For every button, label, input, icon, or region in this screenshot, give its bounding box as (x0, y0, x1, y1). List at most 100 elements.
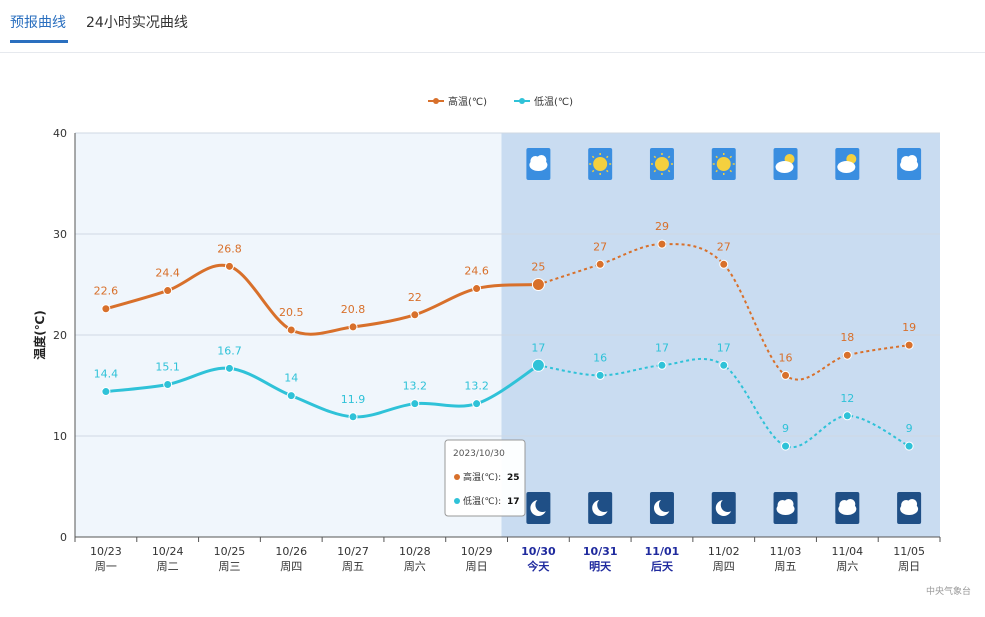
tooltip-marker (454, 498, 460, 504)
data-point (531, 278, 545, 291)
x-tick-date-label: 10/28 (399, 545, 431, 558)
legend-marker (519, 98, 525, 104)
data-label: 15.1 (155, 360, 180, 373)
x-tick-date-label: 11/01 (645, 545, 680, 558)
data-label: 19 (902, 321, 916, 334)
x-tick-date-label: 10/30 (521, 545, 556, 558)
moon-icon (526, 492, 551, 524)
data-point (224, 261, 234, 271)
x-tick-day-label: 周六 (404, 560, 426, 573)
x-tick-date-label: 11/03 (770, 545, 802, 558)
cloudy-icon (526, 148, 551, 180)
x-tick-date-label: 11/04 (831, 545, 863, 558)
cloudy-icon (897, 148, 922, 180)
moon-icon (711, 492, 736, 524)
tooltip-title: 2023/10/30 (453, 449, 505, 459)
x-tick-day-label: 周四 (280, 560, 302, 573)
x-tick-date-label: 10/26 (275, 545, 307, 558)
x-tick-date-label: 10/24 (152, 545, 184, 558)
data-label: 13.2 (403, 380, 428, 393)
data-point (410, 399, 420, 409)
y-tick-label: 10 (53, 430, 67, 443)
x-tick-date-label: 10/31 (583, 545, 618, 558)
active-tab-indicator (10, 40, 68, 43)
data-label: 9 (906, 422, 913, 435)
data-label: 9 (782, 422, 789, 435)
tooltip-row-value: 25 (507, 473, 520, 483)
data-point (472, 399, 482, 409)
data-point (163, 286, 173, 296)
x-tick-date-label: 10/29 (461, 545, 493, 558)
data-label: 25 (531, 261, 545, 274)
cloudy-icon (773, 492, 798, 524)
partly-cloudy-icon (773, 148, 798, 180)
data-label: 16.7 (217, 344, 242, 357)
data-point (657, 360, 667, 370)
data-point (224, 363, 234, 373)
tab-24h-observed-curve[interactable]: 24小时实况曲线 (86, 15, 188, 31)
data-label: 12 (840, 392, 854, 405)
x-tick-day-label: 明天 (589, 560, 612, 573)
data-point (348, 322, 358, 332)
data-point (163, 379, 173, 389)
x-tick-date-label: 10/27 (337, 545, 369, 558)
data-label: 13.2 (464, 380, 489, 393)
sunny-icon (711, 148, 736, 180)
x-tick-day-label: 周五 (775, 560, 797, 573)
tooltip-box (444, 439, 526, 517)
x-tick-date-label: 10/25 (214, 545, 246, 558)
data-point (595, 370, 605, 380)
x-tick-date-label: 10/23 (90, 545, 122, 558)
data-point (719, 259, 729, 269)
data-point (531, 358, 545, 372)
x-tick-day-label: 周六 (836, 560, 858, 573)
data-label: 14 (284, 372, 298, 385)
tooltip-marker (454, 474, 460, 480)
data-point (657, 239, 667, 249)
y-tick-label: 30 (53, 228, 67, 241)
data-point (286, 325, 296, 335)
data-label: 18 (840, 331, 854, 344)
data-label: 17 (655, 341, 669, 354)
x-tick-day-label: 后天 (651, 559, 674, 573)
data-label: 22.6 (94, 285, 119, 298)
x-tick-date-label: 11/02 (708, 545, 740, 558)
data-point (348, 412, 358, 422)
partly-cloudy-icon (835, 148, 860, 180)
y-tick-label: 40 (53, 127, 67, 140)
legend-marker (433, 98, 439, 104)
series-line-history-1 (104, 363, 540, 419)
data-point (842, 350, 852, 360)
data-point (410, 310, 420, 320)
x-tick-day-label: 今天 (526, 559, 550, 573)
tooltip-row-value: 17 (507, 497, 520, 507)
data-label: 29 (655, 220, 669, 233)
y-tick-label: 0 (60, 531, 67, 544)
tooltip-row-label: 低温(℃): (463, 495, 501, 507)
data-label: 17 (531, 341, 545, 354)
data-point (719, 360, 729, 370)
data-label: 16 (593, 351, 607, 364)
x-tick-date-label: 11/05 (893, 545, 925, 558)
tab-bar: 预报曲线 24小时实况曲线 (0, 0, 985, 53)
data-point (595, 259, 605, 269)
data-label: 24.4 (155, 267, 180, 280)
data-label: 22 (408, 291, 422, 304)
data-point (781, 441, 791, 451)
data-point (472, 284, 482, 294)
data-label: 27 (593, 240, 607, 253)
tooltip-row-label: 高温(℃): (463, 471, 501, 483)
series-line-history-0 (104, 263, 540, 336)
data-point (101, 304, 111, 314)
data-label: 20.8 (341, 303, 366, 316)
data-label: 26.8 (217, 242, 242, 255)
tab-forecast-curve[interactable]: 预报曲线 (10, 15, 66, 31)
data-point (904, 340, 914, 350)
x-tick-day-label: 周日 (898, 560, 920, 573)
data-label: 20.5 (279, 306, 304, 319)
moon-icon (649, 492, 674, 524)
x-tick-day-label: 周二 (157, 560, 179, 573)
sunny-icon (649, 148, 674, 180)
data-label: 16 (779, 351, 793, 364)
